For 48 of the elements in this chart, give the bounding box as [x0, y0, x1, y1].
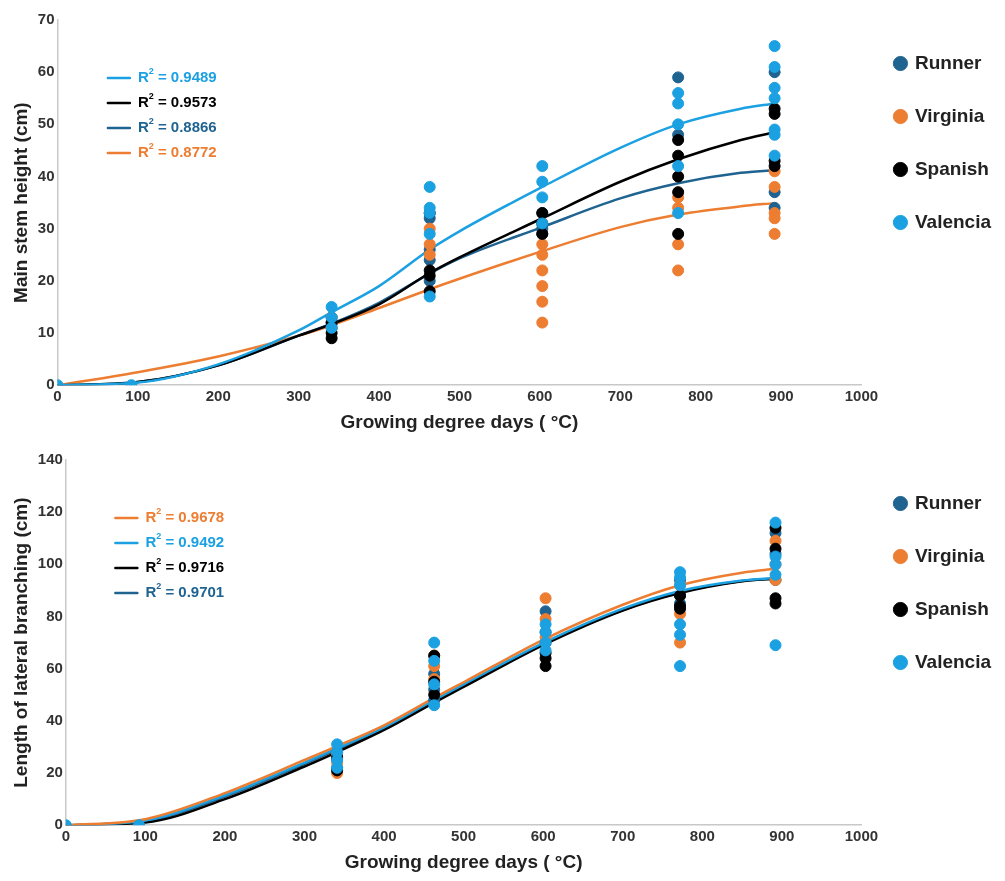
x-tick-label: 700: [607, 387, 633, 405]
x-tick-label: 500: [446, 387, 472, 405]
y-tick-label: 0: [46, 375, 55, 393]
y-tick-label: 60: [46, 658, 63, 676]
legend-label: Spanish: [914, 597, 989, 619]
x-tick-label: 800: [688, 387, 714, 405]
y-axis-title: Length of lateral branching (cm): [9, 497, 31, 788]
y-tick-label: 50: [37, 114, 55, 132]
x-axis-title: Growing degree days ( °C): [340, 410, 579, 432]
x-tick-label: 400: [366, 387, 392, 405]
legend-label: Spanish: [914, 157, 989, 179]
legend-label: Virginia: [914, 544, 985, 566]
y-tick-label: 80: [46, 606, 63, 624]
y-tick-label: 40: [46, 711, 63, 728]
legend-label: Valencia: [914, 210, 992, 232]
x-tick-label: 500: [451, 827, 477, 845]
y-tick-label: 20: [46, 763, 63, 781]
x-tick-label: 300: [292, 827, 318, 845]
y-tick-label: 120: [37, 502, 63, 520]
x-tick-label: 100: [125, 387, 151, 405]
legend-label: Runner: [914, 51, 983, 73]
y-tick-label: 30: [37, 218, 55, 236]
y-tick-label: 0: [54, 815, 63, 833]
y-axis-title: Main stem height (cm): [9, 102, 31, 303]
x-tick-label: 1000: [844, 387, 879, 405]
legend-label: Virginia: [914, 104, 985, 126]
legend-label: Valencia: [914, 650, 992, 672]
x-axis-title: Growing degree days ( °C): [344, 850, 583, 872]
x-tick-label: 600: [527, 387, 553, 405]
x-tick-label: 100: [132, 827, 158, 845]
x-tick-label: 400: [371, 827, 397, 845]
x-tick-label: 1000: [844, 827, 879, 845]
legend-label: Runner: [914, 491, 983, 513]
x-tick-label: 900: [768, 387, 794, 405]
y-tick-label: 60: [37, 62, 55, 80]
x-tick-label: 300: [286, 387, 312, 405]
y-tick-label: 20: [37, 271, 55, 288]
y-tick-label: 40: [37, 166, 55, 184]
y-tick-label: 100: [37, 554, 63, 572]
x-tick-label: 900: [769, 827, 795, 845]
x-tick-label: 200: [212, 827, 238, 845]
y-tick-label: 70: [37, 10, 55, 28]
x-tick-label: 600: [530, 827, 556, 845]
y-tick-label: 140: [37, 450, 63, 468]
y-tick-label: 10: [37, 323, 55, 341]
x-tick-label: 700: [610, 827, 636, 845]
x-tick-label: 800: [689, 827, 715, 845]
x-tick-label: 200: [205, 387, 231, 405]
